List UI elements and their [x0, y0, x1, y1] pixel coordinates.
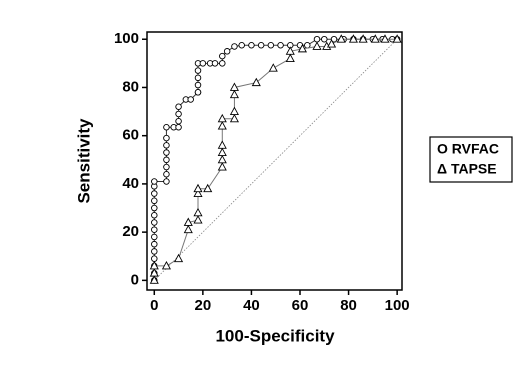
triangle-marker [297, 43, 307, 53]
circle-marker [151, 204, 158, 212]
triangle-marker [193, 215, 203, 224]
circle-marker [223, 48, 231, 55]
circle-marker [175, 103, 182, 110]
triangle-marker [193, 207, 203, 217]
triangle-marker [285, 53, 295, 62]
circle-marker [248, 42, 255, 49]
triangle-marker [229, 82, 239, 91]
circle-marker [330, 35, 338, 43]
plot-frame [146, 31, 403, 291]
legend-label: O RVFAC [437, 141, 499, 157]
triangle-marker [348, 34, 358, 43]
triangle-marker [203, 183, 213, 193]
triangle-marker [251, 77, 261, 87]
triangle-marker [149, 275, 159, 284]
triangle-marker [312, 41, 322, 50]
circle-marker [277, 42, 284, 49]
circle-marker [175, 123, 182, 131]
y-tick-label: 0 [131, 271, 139, 288]
circle-marker [194, 74, 202, 82]
triangle-marker [380, 34, 390, 43]
triangle-marker [161, 260, 171, 270]
circle-marker [151, 190, 158, 197]
y-tick-label: 100 [114, 30, 139, 47]
circle-marker [211, 60, 219, 67]
circle-marker [238, 42, 245, 49]
triangle-marker [327, 39, 337, 48]
circle-marker [257, 42, 265, 49]
x-tick-label: 0 [150, 297, 158, 314]
triangle-marker [217, 154, 227, 164]
circle-marker [231, 43, 238, 50]
triangle-marker [193, 188, 203, 198]
triangle-marker [217, 140, 227, 149]
circle-marker [194, 81, 202, 89]
circle-marker [151, 255, 158, 262]
circle-marker [187, 96, 194, 103]
circle-marker [304, 42, 311, 49]
triangle-marker [183, 217, 193, 226]
triangle-marker [149, 268, 159, 277]
y-tick-label: 20 [122, 223, 139, 240]
triangle-marker [370, 34, 380, 43]
circle-marker [163, 142, 170, 149]
circle-marker [151, 226, 158, 233]
circle-marker [163, 123, 170, 131]
triangle-marker [217, 147, 227, 157]
triangle-marker [183, 224, 193, 234]
triangle-marker [217, 113, 227, 123]
circle-marker [151, 197, 158, 205]
circle-marker [219, 52, 226, 60]
circle-marker [163, 134, 170, 142]
triangle-marker [217, 121, 227, 130]
x-tick-label: 60 [292, 297, 309, 314]
circle-marker [163, 171, 170, 178]
triangle-marker [358, 34, 368, 43]
circle-marker [163, 156, 170, 164]
x-tick-label: 40 [243, 297, 260, 314]
circle-marker [194, 89, 202, 96]
circle-marker [199, 60, 207, 67]
triangle-marker [392, 34, 402, 43]
circle-marker [151, 212, 158, 219]
triangle-marker [336, 34, 346, 43]
circle-marker [151, 219, 158, 226]
y-tick-label: 40 [122, 175, 139, 192]
legend-label: Δ TAPSE [437, 161, 497, 177]
x-tick-label: 20 [195, 297, 212, 314]
circle-marker [151, 240, 158, 248]
triangle-marker [229, 106, 239, 116]
circle-marker [175, 117, 182, 125]
circle-marker [151, 248, 158, 255]
circle-marker [313, 35, 321, 43]
circle-marker [151, 178, 158, 185]
x-tick-label: 100 [385, 297, 410, 314]
circle-marker [175, 110, 182, 118]
circle-marker [163, 163, 170, 171]
triangle-marker [285, 46, 295, 55]
triangle-marker [268, 63, 278, 72]
x-tick-label: 80 [340, 297, 357, 314]
triangle-marker [229, 89, 239, 99]
y-axis-label: Sensitivity [74, 118, 93, 204]
triangle-marker [174, 253, 184, 263]
y-tick-label: 80 [122, 78, 139, 95]
x-axis-label: 100-Specificity [215, 326, 335, 345]
triangle-marker [217, 162, 227, 171]
circle-marker [267, 42, 275, 49]
legend-box [429, 136, 513, 183]
circle-marker [163, 178, 170, 185]
circle-marker [219, 60, 226, 67]
triangle-marker [149, 260, 159, 270]
circle-marker [194, 67, 202, 74]
triangle-marker [193, 183, 203, 193]
y-tick-label: 60 [122, 127, 139, 144]
reference-line [154, 38, 398, 281]
circle-marker [321, 35, 328, 43]
circle-marker [163, 149, 170, 156]
circle-marker [151, 233, 158, 241]
triangle-marker [229, 113, 239, 123]
